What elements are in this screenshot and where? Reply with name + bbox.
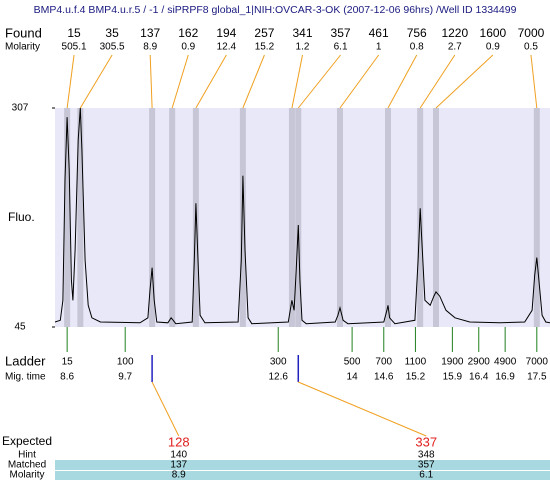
found-connector: [387, 54, 418, 109]
matched-molarity: 6.1: [419, 470, 433, 480]
peak-band: [336, 108, 343, 327]
ladder-time: 8.6: [60, 372, 74, 383]
y-axis-label: Fluo.: [8, 210, 35, 224]
ladder-size: 15: [62, 357, 74, 368]
matched-row-bg: [55, 460, 550, 470]
found-connector: [79, 54, 113, 109]
peak-band: [295, 108, 302, 327]
expected-connector: [298, 381, 427, 437]
found-molarity: 15.2: [255, 42, 275, 53]
expected-label: Expected: [2, 434, 52, 448]
molarity-label: Molarity: [5, 42, 40, 53]
found-size: 137: [140, 26, 160, 40]
ladder-size: 4900: [494, 357, 517, 368]
peak-band: [77, 108, 84, 327]
found-size: 461: [369, 26, 389, 40]
matched-label: Matched: [8, 460, 46, 471]
found-size: 162: [178, 26, 198, 40]
hint-label: Hint: [18, 450, 36, 461]
ladder-size: 700: [375, 357, 392, 368]
found-size: 357: [331, 26, 351, 40]
found-connector: [291, 54, 303, 109]
expected-molarity-label: Molarity: [9, 470, 44, 480]
peak-band: [533, 108, 540, 327]
y-tick-label: 45: [14, 322, 26, 333]
found-molarity: 1.2: [296, 42, 310, 53]
chart-title: BMP4.u.f.4 BMP4.u.r.5 / -1 / siPRPF8 glo…: [34, 4, 517, 16]
found-connector: [171, 54, 189, 109]
found-molarity: 305.5: [100, 42, 125, 53]
found-molarity: 0.8: [410, 42, 424, 53]
peak-band: [288, 108, 295, 327]
found-molarity: 12.4: [217, 42, 237, 53]
found-connector: [530, 54, 538, 109]
found-size: 1220: [441, 26, 468, 40]
found-connector: [66, 54, 75, 109]
found-size: 194: [216, 26, 236, 40]
found-label: Found: [5, 25, 42, 40]
ladder-time: 14: [347, 372, 359, 383]
expected-size: 337: [415, 434, 437, 449]
found-connector: [297, 54, 341, 109]
trace: [54, 107, 550, 325]
ladder-time: 9.7: [118, 372, 132, 383]
y-tick-label: 307: [12, 103, 29, 114]
found-connector: [419, 54, 456, 109]
ladder-size: 1900: [441, 357, 464, 368]
ladder-size: 2900: [468, 357, 491, 368]
found-connector: [242, 54, 265, 109]
found-size: 756: [407, 26, 427, 40]
found-size: 15: [67, 26, 81, 40]
found-connector: [149, 54, 153, 109]
ladder-time: 14.6: [374, 372, 394, 383]
matched-size: 357: [418, 460, 435, 471]
found-connector: [195, 54, 227, 109]
found-molarity: 0.9: [181, 42, 195, 53]
hint-size: 348: [418, 450, 435, 461]
found-molarity: 8.9: [143, 42, 157, 53]
ladder-size: 1100: [405, 357, 427, 368]
found-molarity: 1: [376, 42, 382, 53]
found-molarity: 0.9: [486, 42, 500, 53]
found-connector: [339, 54, 380, 109]
peak-band: [64, 108, 71, 327]
found-molarity: 0.5: [524, 42, 538, 53]
expected-connector: [151, 381, 180, 437]
found-connector: [435, 54, 494, 109]
hint-size: 140: [170, 450, 187, 461]
ladder-time: 12.6: [268, 372, 288, 383]
found-molarity: 505.1: [62, 42, 87, 53]
plot-background: [55, 108, 550, 327]
found-size: 7000: [518, 26, 545, 40]
found-molarity: 6.1: [334, 42, 348, 53]
peak-band: [239, 108, 246, 327]
ladder-time: 15.9: [443, 372, 463, 383]
ladder-size: 500: [344, 357, 361, 368]
found-size: 341: [292, 26, 312, 40]
found-size: 1600: [480, 26, 507, 40]
peak-band: [433, 108, 440, 327]
ladder-label: Ladder: [5, 353, 46, 368]
expected-size: 128: [168, 434, 190, 449]
peak-band: [149, 108, 156, 327]
ladder-size: 7000: [526, 357, 549, 368]
ladder-time: 16.4: [469, 372, 489, 383]
ladder-time: 17.5: [527, 372, 547, 383]
found-size: 257: [254, 26, 274, 40]
matched-size: 137: [170, 460, 187, 471]
peak-band: [384, 108, 391, 327]
ladder-size: 300: [270, 357, 287, 368]
ladder-time: 15.2: [406, 372, 426, 383]
ladder-time: 16.9: [495, 372, 515, 383]
molarity-row-bg: [55, 471, 550, 480]
found-molarity: 2.7: [448, 42, 462, 53]
found-size: 35: [105, 26, 119, 40]
peak-band: [169, 108, 176, 327]
ladder-size: 100: [117, 357, 134, 368]
mig-time-label: Mig. time: [5, 372, 46, 383]
matched-molarity: 8.9: [172, 470, 186, 480]
